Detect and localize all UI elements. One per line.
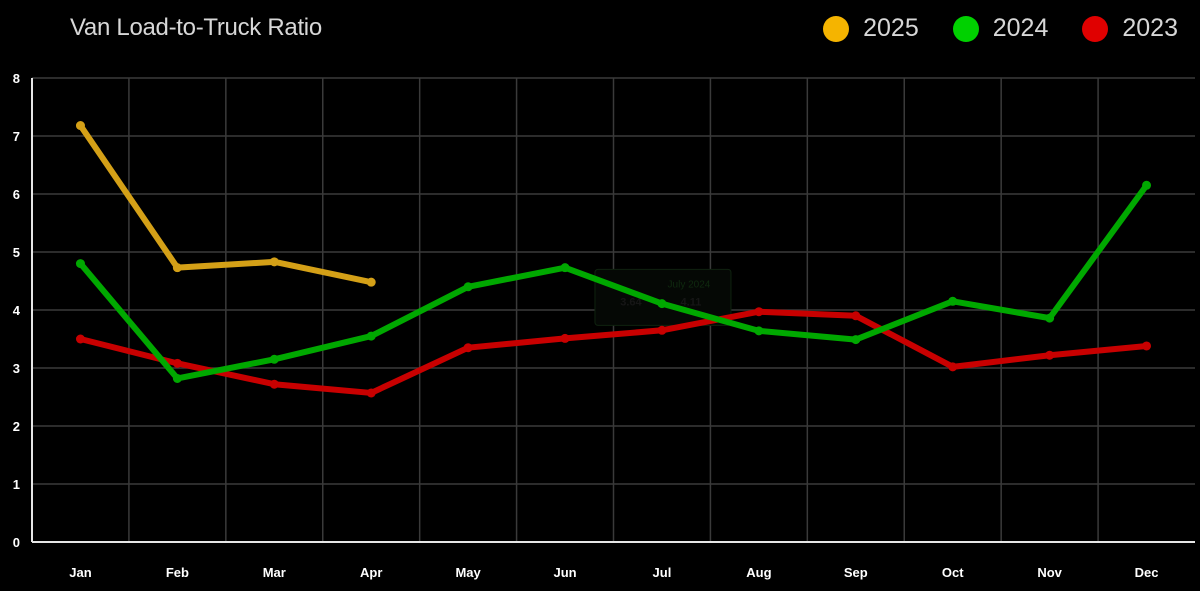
data-point-2024 <box>948 296 958 306</box>
data-point-2024 <box>1142 180 1152 190</box>
series-line-2024 <box>77 182 1150 382</box>
data-point-2024 <box>463 282 473 292</box>
legend-label-2025: 2025 <box>863 14 919 42</box>
y-tick-label: 0 <box>13 535 20 550</box>
data-point-2023 <box>269 379 279 389</box>
data-point-2024 <box>657 299 667 309</box>
legend-swatch-2023 <box>1082 15 1109 42</box>
y-tick-label: 8 <box>13 71 20 86</box>
x-tick-label: Jul <box>653 565 672 580</box>
data-point-2023 <box>463 343 473 353</box>
y-tick-label: 6 <box>13 187 20 202</box>
data-point-2025 <box>269 257 279 267</box>
x-tick-label: Jun <box>553 565 576 580</box>
y-tick-label: 3 <box>13 361 20 376</box>
x-tick-label: Jan <box>69 565 91 580</box>
x-tick-label: May <box>455 565 481 580</box>
series-line-2025 <box>77 122 375 286</box>
y-tick-label: 2 <box>13 419 20 434</box>
x-tick-label: Oct <box>942 565 964 580</box>
legend-item-2024[interactable]: 2024 <box>952 14 1049 43</box>
legend-label-2024: 2024 <box>992 14 1049 42</box>
data-point-2023 <box>1142 341 1152 351</box>
tooltip-header: July 2024 <box>668 279 711 290</box>
x-tick-label: Aug <box>746 565 771 580</box>
data-point-2023 <box>948 362 958 372</box>
data-point-2023 <box>1045 350 1055 360</box>
x-tick-label: Apr <box>360 565 382 580</box>
data-point-2024 <box>172 373 182 383</box>
data-point-2023 <box>75 334 85 344</box>
data-point-2024 <box>75 259 85 269</box>
data-point-2024 <box>1045 313 1055 323</box>
data-point-2024 <box>560 263 570 273</box>
x-tick-label: Dec <box>1135 565 1159 580</box>
data-point-2024 <box>269 354 279 364</box>
y-tick-label: 1 <box>13 477 20 492</box>
data-point-2023 <box>560 333 570 343</box>
x-tick-label: Mar <box>263 565 286 580</box>
legend-label-2023: 2023 <box>1122 14 1178 42</box>
legend-item-2023[interactable]: 2023 <box>1082 14 1178 43</box>
data-point-2023 <box>754 307 764 317</box>
legend-swatch-2024 <box>952 15 979 42</box>
tooltip-value: 4.11 <box>681 296 702 308</box>
legend-item-2025[interactable]: 2025 <box>823 14 919 43</box>
data-point-2024 <box>754 326 764 336</box>
chart-title: Van Load-to-Truck Ratio <box>70 14 322 41</box>
data-point-2023 <box>366 388 376 398</box>
y-tick-label: 5 <box>13 245 20 260</box>
x-tick-label: Sep <box>844 565 868 580</box>
y-tick-label: 7 <box>13 129 20 144</box>
data-point-2023 <box>172 358 182 368</box>
data-point-2025 <box>366 277 376 287</box>
data-point-2024 <box>366 331 376 341</box>
x-tick-label: Feb <box>166 565 189 580</box>
data-point-2024 <box>851 335 861 345</box>
chart-legend: 2025 2024 2023 <box>823 14 1178 43</box>
y-tick-label: 4 <box>13 303 21 318</box>
series-line-2023 <box>77 308 1150 396</box>
data-point-2025 <box>75 121 85 131</box>
data-point-2023 <box>657 325 667 335</box>
legend-swatch-2025 <box>823 15 850 42</box>
tooltip-value: 3.64 <box>620 296 642 308</box>
data-point-2025 <box>172 263 182 273</box>
x-tick-label: Nov <box>1037 565 1062 580</box>
data-point-2023 <box>851 311 861 321</box>
